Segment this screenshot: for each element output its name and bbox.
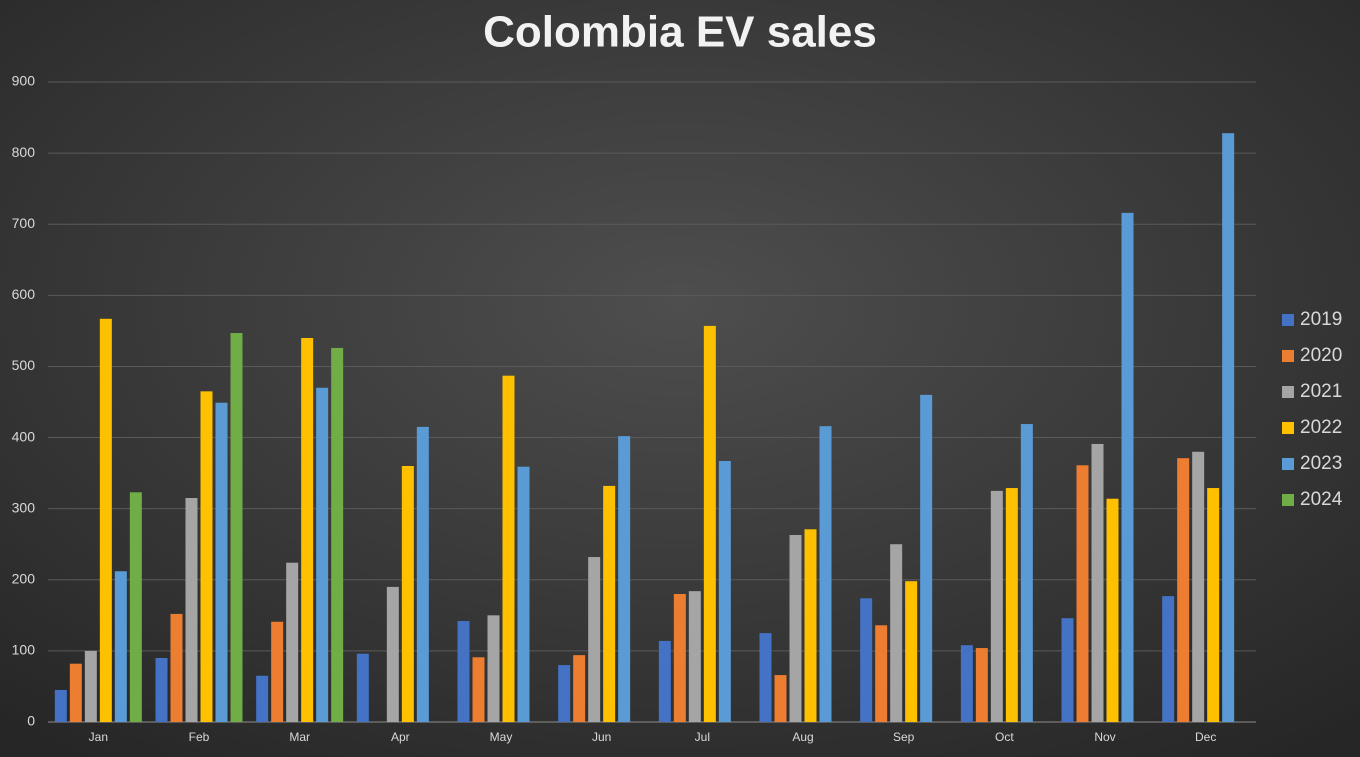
bar: [1207, 488, 1220, 722]
x-tick-label: Jan: [89, 730, 108, 744]
x-tick-label: Sep: [893, 730, 915, 744]
bar: [860, 598, 873, 722]
legend-label: 2022: [1300, 417, 1342, 438]
x-tick-label: Feb: [189, 730, 210, 744]
bar: [185, 498, 198, 722]
bar: [774, 675, 787, 722]
legend-swatch: [1282, 422, 1294, 434]
bar: [789, 534, 802, 722]
bar: [69, 663, 82, 722]
bar: [1005, 488, 1018, 722]
bar: [316, 387, 329, 722]
y-tick-label: 500: [12, 357, 36, 373]
legend-label: 2023: [1300, 453, 1342, 474]
bar: [487, 615, 500, 722]
bar: [673, 594, 686, 722]
legend-swatch: [1282, 494, 1294, 506]
y-tick-label: 400: [12, 428, 36, 444]
bar: [271, 621, 284, 722]
bar: [301, 338, 314, 722]
bar: [1091, 443, 1104, 722]
x-tick-label: Aug: [792, 730, 813, 744]
bar: [215, 402, 228, 722]
bar: [603, 485, 616, 722]
bar: [517, 466, 530, 722]
bar: [703, 325, 716, 722]
bar: [688, 591, 701, 722]
x-tick-label: Mar: [289, 730, 310, 744]
bar: [356, 653, 369, 722]
bar: [573, 655, 586, 722]
x-tick-label: Jun: [592, 730, 611, 744]
y-tick-label: 100: [12, 642, 36, 658]
bar: [718, 461, 731, 722]
bar: [84, 650, 97, 722]
x-tick-label: Dec: [1195, 730, 1216, 744]
bar: [759, 633, 772, 722]
bar: [975, 648, 988, 722]
bar: [200, 391, 213, 722]
x-tick-label: May: [490, 730, 513, 744]
bar: [170, 613, 183, 722]
bar: [875, 625, 888, 722]
bar: [114, 571, 127, 722]
y-tick-label: 700: [12, 215, 36, 231]
y-tick-label: 600: [12, 286, 36, 302]
bar: [905, 581, 918, 722]
legend-swatch: [1282, 386, 1294, 398]
bar: [920, 394, 933, 722]
bar: [1177, 458, 1190, 722]
bar: [960, 645, 973, 722]
bar: [502, 375, 515, 722]
chart-title: Colombia EV sales: [483, 8, 877, 57]
legend-label: 2024: [1300, 489, 1343, 510]
bar: [1162, 596, 1175, 722]
y-tick-label: 200: [12, 570, 36, 586]
y-tick-label: 300: [12, 499, 36, 515]
legend-label: 2019: [1300, 309, 1342, 330]
bar: [890, 544, 903, 722]
bar: [1192, 451, 1205, 722]
bar: [990, 490, 1003, 722]
bar: [416, 426, 429, 722]
bar: [1061, 618, 1074, 722]
bar: [401, 466, 414, 722]
x-tick-label: Nov: [1094, 730, 1115, 744]
bar: [129, 492, 142, 722]
x-tick-label: Jul: [695, 730, 710, 744]
bar: [256, 675, 269, 722]
legend-swatch: [1282, 350, 1294, 362]
bar: [558, 665, 571, 722]
y-tick-label: 0: [27, 713, 35, 729]
bar: [804, 529, 817, 722]
bar: [1121, 212, 1134, 722]
bar: [819, 426, 832, 722]
bar: [457, 621, 470, 722]
bar: [1222, 133, 1235, 722]
bar: [99, 318, 112, 722]
y-tick-label: 900: [12, 73, 36, 89]
bar: [658, 640, 671, 722]
legend-swatch: [1282, 458, 1294, 470]
legend-label: 2021: [1300, 381, 1342, 402]
bar: [230, 333, 243, 722]
bar: [618, 436, 631, 722]
y-tick-label: 800: [12, 144, 36, 160]
x-tick-label: Apr: [391, 730, 410, 744]
bar: [386, 586, 399, 722]
bar: [331, 347, 344, 722]
bar: [1106, 498, 1119, 722]
bar: [155, 658, 168, 722]
legend-label: 2020: [1300, 345, 1342, 366]
x-tick-label: Oct: [995, 730, 1014, 744]
bar: [472, 657, 485, 722]
bar: [286, 562, 299, 722]
bar: [54, 690, 67, 722]
bar: [1076, 465, 1089, 722]
legend-swatch: [1282, 314, 1294, 326]
bar: [1020, 424, 1033, 722]
bar: [588, 557, 601, 722]
